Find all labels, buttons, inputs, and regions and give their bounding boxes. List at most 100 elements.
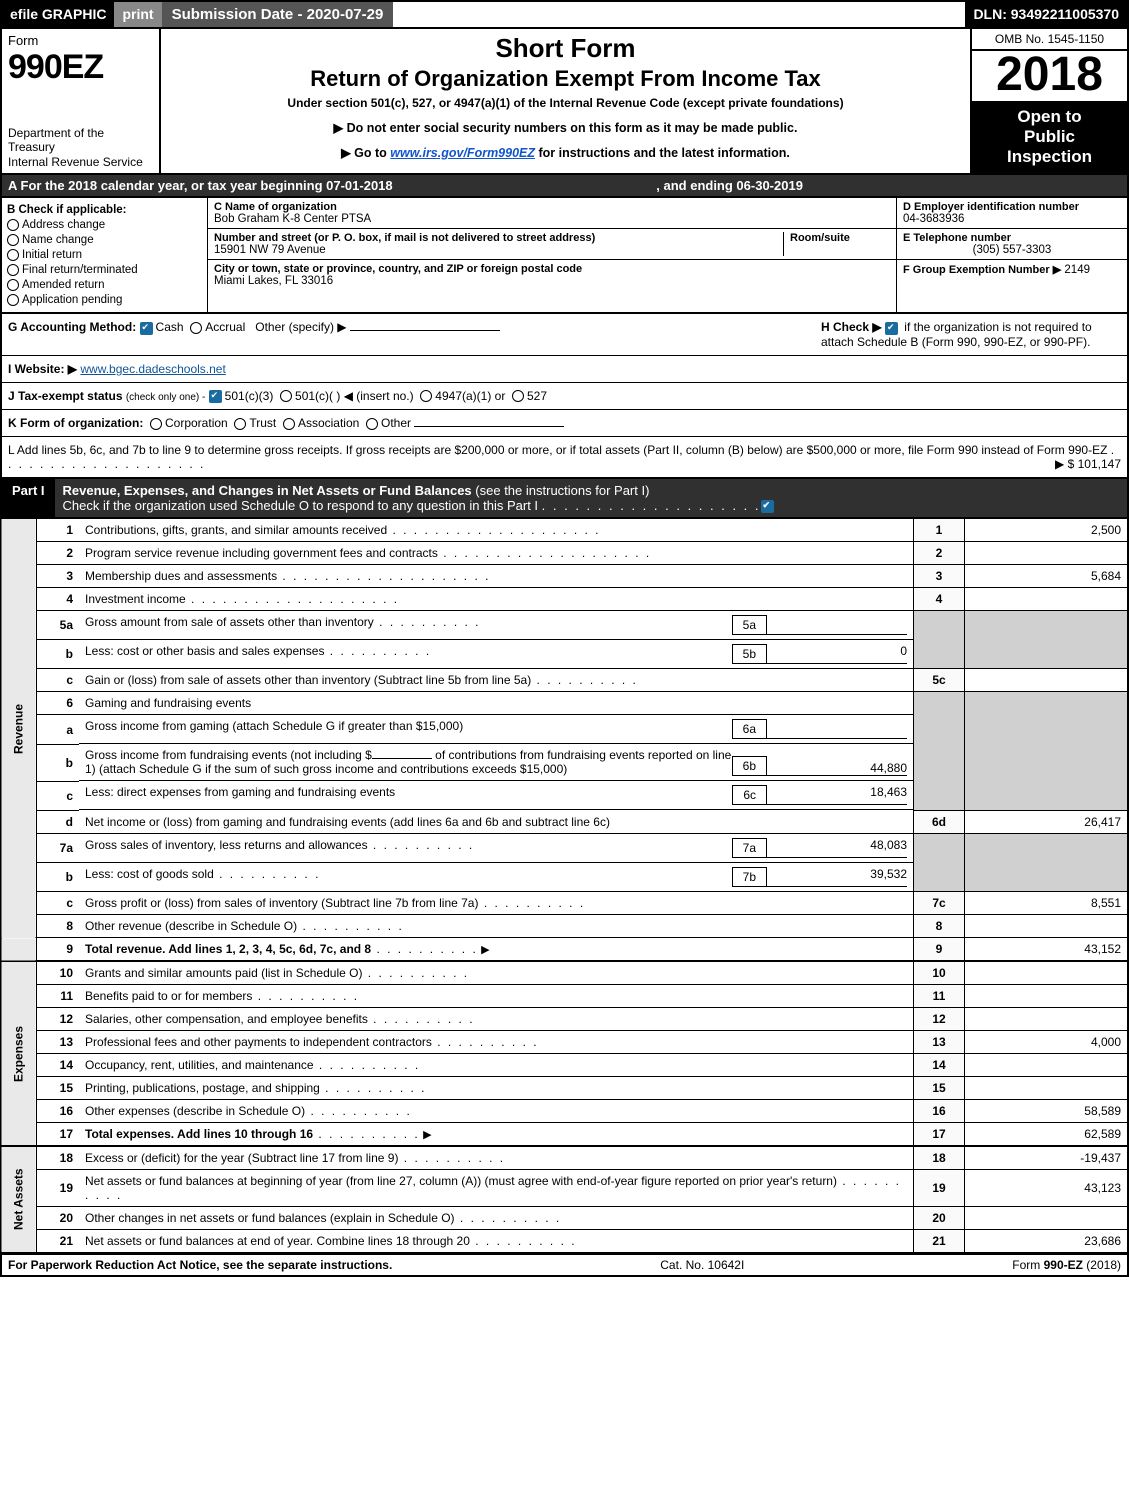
l5a-num: 5a: [37, 610, 80, 640]
l5a-sb: 5a: [732, 615, 767, 635]
form-word: Form: [8, 33, 153, 48]
l17-num: 17: [37, 1123, 80, 1147]
l15-box: 15: [914, 1077, 965, 1100]
g-label: G Accounting Method:: [8, 320, 136, 334]
l6d-val: 26,417: [965, 810, 1129, 833]
l1-val: 2,500: [965, 519, 1129, 542]
l6a-sv: [767, 719, 907, 739]
line-1: Revenue 1 Contributions, gifts, grants, …: [1, 519, 1128, 542]
l7c-text: Gross profit or (loss) from sales of inv…: [79, 892, 914, 915]
l6a-sb: 6a: [732, 719, 767, 739]
k-trust-check[interactable]: [234, 418, 246, 430]
l2-num: 2: [37, 541, 80, 564]
l16-val: 58,589: [965, 1100, 1129, 1123]
l17-text: Total expenses. Add lines 10 through 16 …: [79, 1123, 914, 1147]
l6a-text: Gross income from gaming (attach Schedul…: [79, 715, 913, 744]
box-b: B Check if applicable: Address change Na…: [2, 198, 208, 312]
line-21: 21 Net assets or fund balances at end of…: [1, 1230, 1128, 1254]
l2-val: [965, 541, 1129, 564]
addr-cell: Number and street (or P. O. box, if mail…: [208, 229, 896, 260]
l7a-sv: 48,083: [767, 838, 907, 858]
row-i: I Website: ▶ www.bgec.dadeschools.net: [0, 356, 1129, 383]
line-11: 11 Benefits paid to or for members 11: [1, 985, 1128, 1008]
l6d-text: Net income or (loss) from gaming and fun…: [79, 810, 914, 833]
revenue-tab-end: [1, 938, 37, 962]
k-other: Other: [381, 416, 411, 430]
k-corp-check[interactable]: [150, 418, 162, 430]
l15-val: [965, 1077, 1129, 1100]
l3-num: 3: [37, 564, 80, 587]
phone-value: (305) 557-3303: [903, 244, 1121, 256]
website-link[interactable]: www.bgec.dadeschools.net: [80, 362, 225, 376]
room-label: Room/suite: [790, 232, 890, 244]
l7b-sb: 7b: [732, 867, 767, 887]
l9-num: 9: [37, 938, 80, 962]
k-other-check[interactable]: [366, 418, 378, 430]
l9-tri: ▶: [481, 944, 489, 956]
chk-initial[interactable]: Initial return: [7, 249, 202, 261]
expenses-tab: Expenses: [1, 961, 37, 1146]
l4-num: 4: [37, 587, 80, 610]
l3-val: 5,684: [965, 564, 1129, 587]
h-check[interactable]: [885, 322, 898, 335]
l2-box: 2: [914, 541, 965, 564]
l9-text: Total revenue. Add lines 1, 2, 3, 4, 5c,…: [79, 938, 914, 962]
l7a-sb: 7a: [732, 838, 767, 858]
group-cell: F Group Exemption Number ▶ 2149: [897, 260, 1127, 279]
l6b-sb: 6b: [732, 756, 767, 776]
group-value: 2149: [1064, 264, 1090, 276]
open-inspection: Open to Public Inspection: [972, 103, 1127, 173]
addr-label: Number and street (or P. O. box, if mail…: [214, 232, 783, 244]
l13-num: 13: [37, 1031, 80, 1054]
l5b-sb: 5b: [732, 644, 767, 664]
g-cash-check[interactable]: [140, 322, 153, 335]
j-501c-check[interactable]: [280, 390, 292, 402]
org-name-label: C Name of organization: [214, 201, 890, 213]
g-accrual-check[interactable]: [190, 322, 202, 334]
l10-num: 10: [37, 961, 80, 985]
chk-amended[interactable]: Amended return: [7, 279, 202, 291]
line-16: 16 Other expenses (describe in Schedule …: [1, 1100, 1128, 1123]
chk-address[interactable]: Address change: [7, 219, 202, 231]
part1-check[interactable]: [761, 500, 774, 513]
l20-num: 20: [37, 1207, 80, 1230]
l8-text: Other revenue (describe in Schedule O): [79, 915, 914, 938]
l6d-box: 6d: [914, 810, 965, 833]
chk-pending[interactable]: Application pending: [7, 294, 202, 306]
l8-num: 8: [37, 915, 80, 938]
chk-final[interactable]: Final return/terminated: [7, 264, 202, 276]
l5b-text: Less: cost or other basis and sales expe…: [79, 640, 913, 669]
line-13: 13 Professional fees and other payments …: [1, 1031, 1128, 1054]
org-name: Bob Graham K-8 Center PTSA: [214, 213, 890, 225]
l9-val: 43,152: [965, 938, 1129, 962]
dln-label: DLN: 93492211005370: [965, 2, 1127, 27]
l1-box: 1: [914, 519, 965, 542]
l14-text: Occupancy, rent, utilities, and maintena…: [79, 1054, 914, 1077]
ein-value: 04-3683936: [903, 213, 1121, 225]
l12-val: [965, 1008, 1129, 1031]
note-goto-prefix: ▶ Go to: [341, 146, 390, 160]
submission-date: Submission Date - 2020-07-29: [162, 2, 394, 27]
l19-box: 19: [914, 1170, 965, 1207]
l6c-num: c: [37, 781, 80, 810]
j-4947-check[interactable]: [420, 390, 432, 402]
print-button[interactable]: print: [114, 2, 161, 27]
line-20: 20 Other changes in net assets or fund b…: [1, 1207, 1128, 1230]
line-14: 14 Occupancy, rent, utilities, and maint…: [1, 1054, 1128, 1077]
line-12: 12 Salaries, other compensation, and emp…: [1, 1008, 1128, 1031]
addr-value: 15901 NW 79 Avenue: [214, 244, 783, 256]
j-label: J Tax-exempt status: [8, 389, 123, 403]
chk-name[interactable]: Name change: [7, 234, 202, 246]
box-c: C Name of organization Bob Graham K-8 Ce…: [208, 198, 896, 312]
box-h: H Check ▶ if the organization is not req…: [821, 320, 1121, 348]
part1-title: Revenue, Expenses, and Changes in Net As…: [55, 479, 785, 517]
k-assoc-check[interactable]: [283, 418, 295, 430]
l6-num: 6: [37, 692, 80, 715]
j-501c3-check[interactable]: [209, 390, 222, 403]
irs-link[interactable]: www.irs.gov/Form990EZ: [390, 146, 535, 160]
l17-val: 62,589: [965, 1123, 1129, 1147]
j-note: (check only one) -: [126, 392, 205, 403]
ein-label: D Employer identification number: [903, 201, 1121, 213]
j-527-check[interactable]: [512, 390, 524, 402]
line-8: 8 Other revenue (describe in Schedule O)…: [1, 915, 1128, 938]
